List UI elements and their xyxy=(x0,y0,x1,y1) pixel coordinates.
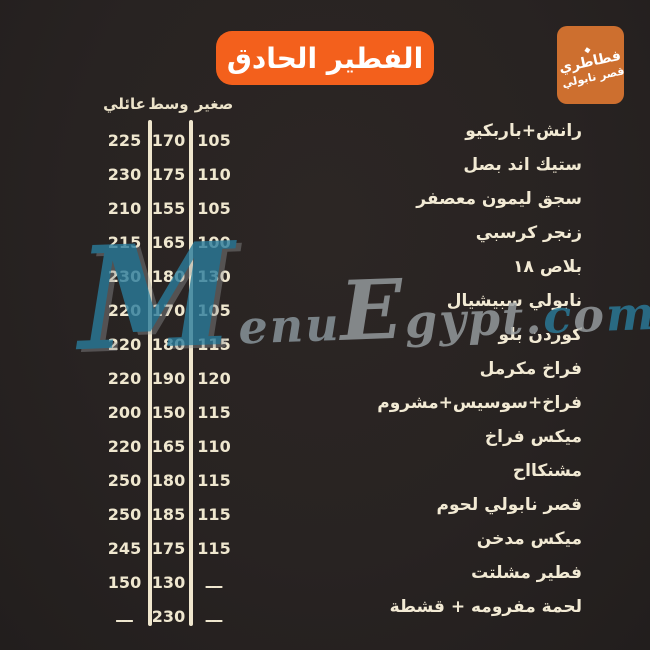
menu-item-prices: 230 175 110 xyxy=(101,164,239,186)
column-header-family: عائلي xyxy=(103,95,146,113)
price-family: 230 xyxy=(107,267,142,286)
menu-item-name: رانش+باربكيو xyxy=(465,121,582,141)
menu-item-name: فراخ مكرمل xyxy=(479,359,582,379)
size-column-headers: عائلي وسط صغير xyxy=(101,93,239,115)
watermark-text: enu xyxy=(237,296,342,355)
menu-item-prices: 250 180 115 xyxy=(101,470,239,492)
price-small: 115 xyxy=(197,539,231,558)
price-medium: 170 xyxy=(151,301,186,320)
menu-item-prices: 220 180 115 xyxy=(101,334,239,356)
menu-item-name: فراخ+سوسيس+مشروم xyxy=(377,393,582,413)
menu-item-name: ميكس فراخ xyxy=(484,427,582,447)
price-small: 105 xyxy=(197,301,231,320)
price-medium: 180 xyxy=(151,471,186,490)
price-small: 105 xyxy=(197,199,231,218)
brand-logo-text: ◆ فطاطري قصر نابولي xyxy=(556,40,625,90)
price-medium: 175 xyxy=(151,165,186,184)
menu-item-prices: 220 165 110 xyxy=(101,436,239,458)
menu-item-prices: ـــ 230 ـــ xyxy=(101,606,239,628)
menu-item-name: بلاص ١٨ xyxy=(513,257,582,277)
column-divider xyxy=(189,120,193,626)
menu-item-prices: 150 130 ـــ xyxy=(101,572,239,594)
price-medium: 150 xyxy=(151,403,186,422)
price-medium: 230 xyxy=(151,607,186,626)
price-small: 115 xyxy=(197,505,231,524)
menu-item-name: لحمة مفرومه + قشطة xyxy=(389,597,582,617)
price-small: 115 xyxy=(197,403,231,422)
price-medium: 170 xyxy=(151,131,186,150)
price-small: 120 xyxy=(197,369,231,388)
price-small: 130 xyxy=(197,267,231,286)
menu-item-name: مشنكااح xyxy=(512,461,582,481)
menu-item-name: قصر نابولي لحوم xyxy=(436,495,582,515)
column-header-small: صغير xyxy=(194,95,234,113)
menu-item-prices: 250 185 115 xyxy=(101,504,239,526)
price-small: 100 xyxy=(197,233,231,252)
menu-item-name: ميكس مدخن xyxy=(476,529,582,549)
price-small: 110 xyxy=(197,437,231,456)
price-family: 225 xyxy=(107,131,142,150)
price-medium: 175 xyxy=(151,539,186,558)
menu-item-prices: 210 155 105 xyxy=(101,198,239,220)
price-family: 200 xyxy=(107,403,142,422)
menu-item-name: نابولي سبيشيال xyxy=(446,291,582,311)
price-family: 150 xyxy=(107,573,142,592)
price-medium: 130 xyxy=(151,573,186,592)
price-small: 110 xyxy=(197,165,231,184)
price-medium: 190 xyxy=(151,369,186,388)
price-family: 220 xyxy=(107,369,142,388)
menu-item-prices: 245 175 115 xyxy=(101,538,239,560)
price-family: 250 xyxy=(107,505,142,524)
price-family: 230 xyxy=(107,165,142,184)
price-family: 220 xyxy=(107,301,142,320)
watermark-text: m xyxy=(604,285,650,342)
price-family: 220 xyxy=(107,437,142,456)
price-medium: 165 xyxy=(151,437,186,456)
price-medium: 155 xyxy=(151,199,186,218)
menu-item-prices: 225 170 105 xyxy=(101,130,239,152)
price-family: ـــ xyxy=(116,607,133,626)
menu-item-prices: 220 170 105 xyxy=(101,300,239,322)
menu-item-name: كوردن بلو xyxy=(498,325,582,345)
menu-item-name: فطير مشلتت xyxy=(471,563,582,583)
menu-item-name: ستيك اند بصل xyxy=(463,155,582,175)
menu-item-name: زنجر كرسبي xyxy=(475,223,582,243)
price-family: 220 xyxy=(107,335,142,354)
price-small: 105 xyxy=(197,131,231,150)
menu-item-prices: 215 165 100 xyxy=(101,232,239,254)
price-medium: 185 xyxy=(151,505,186,524)
price-small: ـــ xyxy=(205,573,223,592)
brand-logo: ◆ فطاطري قصر نابولي xyxy=(556,26,625,104)
price-medium: 165 xyxy=(151,233,186,252)
menu-item-name: سجق ليمون معصفر xyxy=(416,189,582,209)
column-header-medium: وسط xyxy=(148,95,189,113)
price-family: 245 xyxy=(107,539,142,558)
menu-item-prices: 200 150 115 xyxy=(101,402,239,424)
price-small: ـــ xyxy=(205,607,223,626)
menu-item-prices: 230 180 130 xyxy=(101,266,239,288)
price-family: 215 xyxy=(107,233,142,252)
column-divider xyxy=(148,120,152,626)
price-small: 115 xyxy=(197,471,231,490)
menu-item-prices: 220 190 120 xyxy=(101,368,239,390)
price-small: 115 xyxy=(197,335,231,354)
price-family: 250 xyxy=(107,471,142,490)
section-title-badge: الفطير الحادق xyxy=(216,31,434,85)
watermark-text: E xyxy=(338,261,407,360)
price-medium: 180 xyxy=(151,335,186,354)
price-family: 210 xyxy=(107,199,142,218)
price-medium: 180 xyxy=(151,267,186,286)
section-title: الفطير الحادق xyxy=(226,41,424,75)
